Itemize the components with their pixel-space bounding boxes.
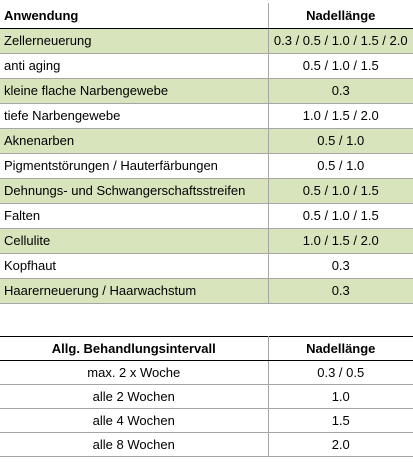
row-label: Zellerneuerung — [0, 28, 269, 54]
table-row: Aknenarben 0.5 / 1.0 — [0, 128, 413, 154]
table-row: Dehnungs- und Schwangerschaftsstreifen 0.… — [0, 178, 413, 204]
row-label: Aknenarben — [0, 128, 269, 154]
table-row: alle 2 Wochen 1.0 — [0, 384, 413, 409]
table-row: Cellulite 1.0 / 1.5 / 2.0 — [0, 228, 413, 254]
table-row: anti aging 0.5 / 1.0 / 1.5 — [0, 53, 413, 79]
row-value: 0.5 / 1.0 / 1.5 — [268, 178, 413, 204]
row-value: 1.0 / 1.5 / 2.0 — [268, 228, 413, 254]
row-value: 0.5 / 1.0 — [268, 153, 413, 179]
row-label: Falten — [0, 203, 269, 229]
table-row: Pigmentstörungen / Hauterfärbungen 0.5 / … — [0, 153, 413, 179]
header-anwendung: Anwendung — [0, 3, 269, 29]
header-nadellaenge: Nadellänge — [268, 336, 413, 361]
table-row: Kopfhaut 0.3 — [0, 253, 413, 279]
treatment-interval-table: Allg. Behandlungsintervall Nadellänge ma… — [0, 336, 413, 457]
header-behandlungsintervall: Allg. Behandlungsintervall — [0, 336, 269, 361]
row-value: 0.5 / 1.0 — [268, 128, 413, 154]
row-value: 1.5 — [268, 408, 413, 433]
table-header-row: Anwendung Nadellänge — [0, 3, 413, 29]
row-label: Cellulite — [0, 228, 269, 254]
row-label: alle 4 Wochen — [0, 408, 269, 433]
needle-length-table: Anwendung Nadellänge Zellerneuerung 0.3 /… — [0, 3, 413, 304]
row-label: Kopfhaut — [0, 253, 269, 279]
row-value: 1.0 — [268, 384, 413, 409]
table-gap — [0, 314, 413, 336]
header-nadellaenge: Nadellänge — [268, 3, 413, 29]
row-label: alle 8 Wochen — [0, 432, 269, 457]
row-value: 0.5 / 1.0 / 1.5 — [268, 53, 413, 79]
row-label: kleine flache Narbengewebe — [0, 78, 269, 104]
row-value: 0.3 / 0.5 — [268, 360, 413, 385]
row-label: Haarerneuerung / Haarwachstum — [0, 278, 269, 304]
row-label: anti aging — [0, 53, 269, 79]
row-label: Dehnungs- und Schwangerschaftsstreifen — [0, 178, 269, 204]
row-label: alle 2 Wochen — [0, 384, 269, 409]
row-value: 0.3 — [268, 278, 413, 304]
table-row: tiefe Narbengewebe 1.0 / 1.5 / 2.0 — [0, 103, 413, 129]
row-value: 1.0 / 1.5 / 2.0 — [268, 103, 413, 129]
row-label: tiefe Narbengewebe — [0, 103, 269, 129]
row-value: 2.0 — [268, 432, 413, 457]
table-row: Haarerneuerung / Haarwachstum 0.3 — [0, 278, 413, 304]
table-row: kleine flache Narbengewebe 0.3 — [0, 78, 413, 104]
table-row: alle 4 Wochen 1.5 — [0, 408, 413, 433]
table-row: Falten 0.5 / 1.0 / 1.5 — [0, 203, 413, 229]
table-row: alle 8 Wochen 2.0 — [0, 432, 413, 457]
row-label: max. 2 x Woche — [0, 360, 269, 385]
table-row: Zellerneuerung 0.3 / 0.5 / 1.0 / 1.5 / 2.… — [0, 28, 413, 54]
row-value: 0.3 — [268, 78, 413, 104]
table-header-row: Allg. Behandlungsintervall Nadellänge — [0, 336, 413, 361]
table-row: max. 2 x Woche 0.3 / 0.5 — [0, 360, 413, 385]
row-value: 0.3 — [268, 253, 413, 279]
row-value: 0.5 / 1.0 / 1.5 — [268, 203, 413, 229]
row-value: 0.3 / 0.5 / 1.0 / 1.5 / 2.0 — [268, 28, 413, 54]
row-label: Pigmentstörungen / Hauterfärbungen — [0, 153, 269, 179]
